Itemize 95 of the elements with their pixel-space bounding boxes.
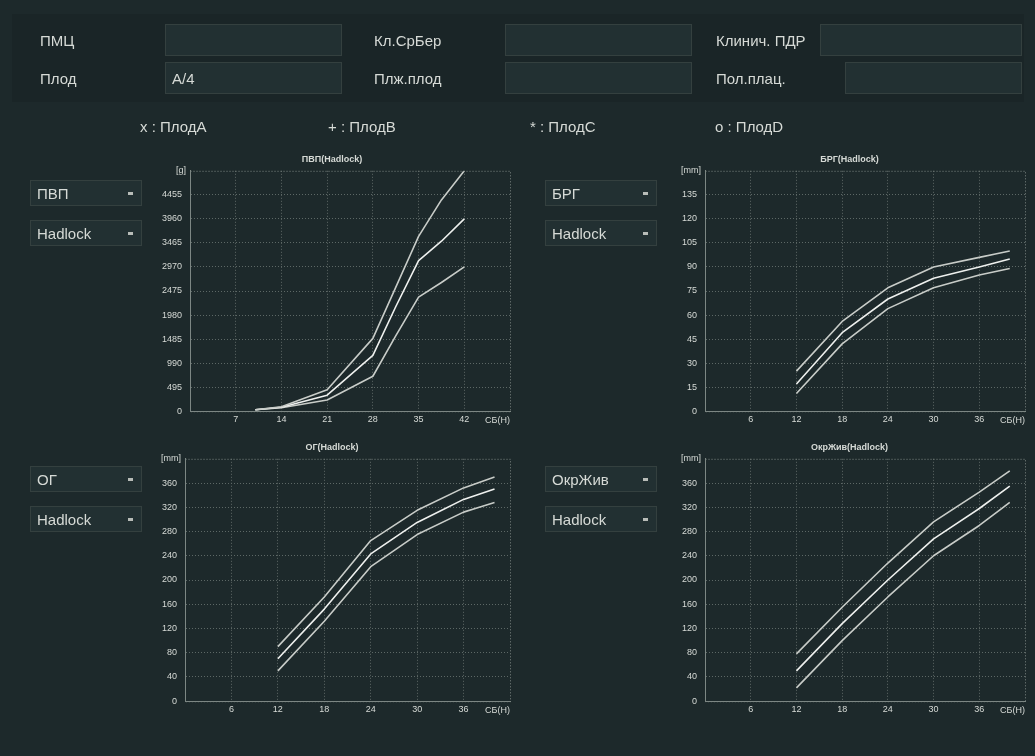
y-tick-label: 160 [161, 598, 178, 609]
text: ОГ [37, 471, 57, 488]
y-axis-title: [g] [176, 165, 187, 176]
x-tick-label: 6 [748, 414, 754, 425]
y-tick-label: 200 [681, 574, 698, 585]
y-tick-label: 320 [161, 501, 178, 512]
y-tick-label: 80 [687, 647, 698, 658]
y-tick-label: 2970 [161, 261, 183, 272]
text: Клинич. ПДР [716, 32, 806, 49]
y-tick-label: 135 [681, 189, 698, 200]
x-axis-title: СБ(Н) [1000, 705, 1025, 716]
text: x : ПлодA [140, 118, 207, 135]
x-tick-label: 21 [322, 414, 333, 425]
x-tick-label: 12 [791, 704, 802, 715]
text: Hadlock [37, 225, 92, 242]
x-tick-label: 35 [413, 414, 424, 425]
y-tick-label: 120 [161, 622, 178, 633]
y-tick-label: 0 [172, 695, 178, 706]
y-tick-label: 1485 [161, 333, 183, 344]
text: Hadlock [552, 225, 607, 242]
x-tick-label: 6 [228, 704, 234, 715]
y-tick-label: 75 [687, 285, 698, 296]
chart-title: ОкрЖив(Hadlock) [810, 441, 889, 452]
text: Hadlock [552, 511, 607, 528]
x-tick-label: 30 [928, 414, 939, 425]
chart-title: БРГ(Hadlock) [820, 153, 879, 164]
y-tick-label: 30 [687, 357, 698, 368]
y-tick-label: 320 [681, 501, 698, 512]
text: Кл.СрБер [374, 32, 442, 49]
x-tick-label: 18 [837, 414, 848, 425]
x-axis-title: СБ(Н) [485, 705, 510, 716]
text: Плж.плод [374, 70, 442, 87]
y-tick-label: 105 [681, 237, 698, 248]
y-axis-title: [mm] [161, 453, 182, 464]
text: * : ПлодC [530, 118, 596, 135]
y-tick-label: 280 [161, 526, 178, 536]
x-axis-title: СБ(Н) [485, 415, 510, 426]
y-tick-label: 495 [166, 381, 183, 392]
x-tick-label: 6 [748, 704, 754, 715]
y-tick-label: 0 [692, 405, 698, 416]
text: o : ПлодD [715, 118, 784, 135]
x-tick-label: 24 [365, 704, 376, 715]
y-tick-label: 45 [687, 333, 698, 344]
y-tick-label: 360 [681, 477, 698, 488]
text: Плод [40, 70, 77, 87]
y-tick-label: 4455 [161, 189, 183, 200]
y-tick-label: 3960 [161, 213, 183, 224]
y-tick-label: 240 [161, 550, 178, 561]
y-tick-label: 240 [681, 550, 698, 561]
chart-title: ПВП(Hadlock) [301, 153, 363, 164]
text: Hadlock [37, 511, 92, 528]
chart-title: ОГ(Hadlock) [305, 441, 359, 452]
y-tick-label: 40 [167, 671, 178, 682]
x-tick-label: 28 [367, 414, 378, 425]
y-tick-label: 360 [161, 477, 178, 488]
y-tick-label: 60 [687, 309, 698, 320]
y-tick-label: 90 [687, 261, 698, 272]
text: ОкрЖив [552, 471, 609, 488]
x-tick-label: 36 [458, 704, 469, 715]
y-tick-label: 280 [681, 526, 698, 536]
y-tick-label: 200 [161, 574, 178, 585]
x-tick-label: 30 [412, 704, 423, 715]
x-tick-label: 18 [837, 704, 848, 715]
y-tick-label: 120 [681, 213, 698, 224]
text: ПМЦ [40, 32, 75, 49]
y-tick-label: 40 [687, 671, 698, 682]
y-tick-label: 0 [177, 405, 183, 416]
y-tick-label: 0 [692, 695, 698, 706]
x-tick-label: 36 [974, 414, 985, 425]
y-tick-label: 1980 [161, 309, 183, 320]
y-tick-label: 2475 [161, 285, 183, 296]
text: Пол.плац. [716, 70, 786, 87]
x-tick-label: 24 [882, 704, 893, 715]
x-axis-title: СБ(Н) [1000, 415, 1025, 426]
y-tick-label: 3465 [161, 237, 183, 248]
x-tick-label: 42 [459, 414, 470, 425]
x-tick-label: 12 [791, 414, 802, 425]
text: + : ПлодB [328, 118, 396, 135]
x-tick-label: 30 [928, 704, 939, 715]
x-tick-label: 7 [233, 414, 239, 425]
text: БРГ [552, 185, 580, 202]
text: A/4 [172, 70, 195, 87]
y-axis-title: [mm] [681, 165, 702, 176]
y-tick-label: 120 [681, 622, 698, 633]
x-tick-label: 12 [272, 704, 283, 715]
y-axis-title: [mm] [681, 453, 702, 464]
x-tick-label: 36 [974, 704, 985, 715]
x-tick-label: 18 [319, 704, 330, 715]
x-tick-label: 14 [276, 414, 287, 425]
y-tick-label: 160 [681, 598, 698, 609]
text: ПВП [37, 185, 69, 202]
x-tick-label: 24 [882, 414, 893, 425]
y-tick-label: 80 [167, 647, 178, 658]
y-tick-label: 15 [687, 381, 698, 392]
y-tick-label: 990 [166, 357, 183, 368]
